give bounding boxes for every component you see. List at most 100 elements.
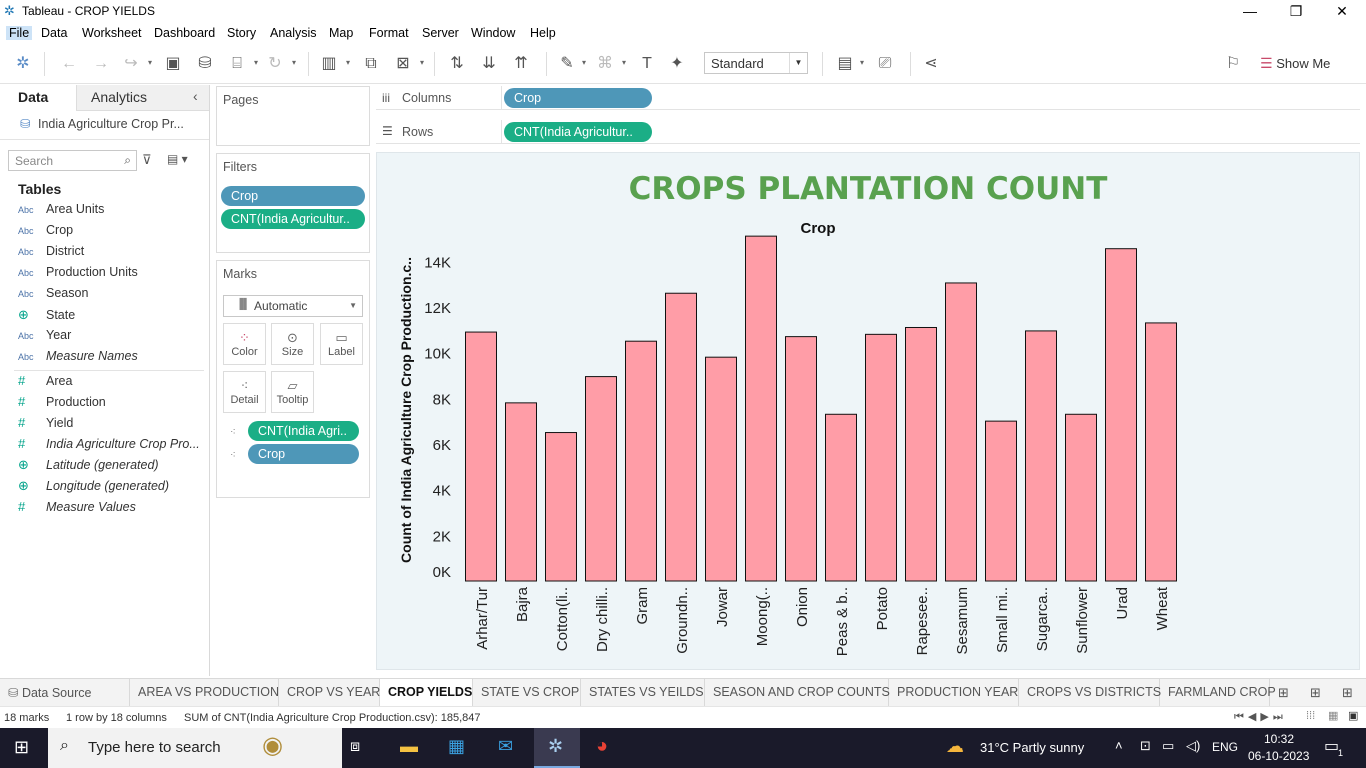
menu-map[interactable]: Map	[329, 26, 354, 40]
format-painter-icon[interactable]: ⚐	[1225, 55, 1241, 72]
show-me-button[interactable]: ☰ Show Me	[1260, 55, 1330, 72]
field-area-units[interactable]: Abc Area Units	[18, 202, 104, 222]
marks-tooltip-button[interactable]: ▱ Tooltip	[271, 371, 314, 413]
sheet-tab-area-vs-production[interactable]: AREA VS PRODUCTION	[130, 679, 279, 706]
field-district[interactable]: Abc District	[18, 244, 84, 264]
new-dashboard-tab-icon[interactable]: ⊞	[1310, 685, 1321, 700]
field-production-units[interactable]: Abc Production Units	[18, 265, 138, 285]
mark-type-select[interactable]: ▐▌ Automatic ▼	[223, 295, 363, 317]
duplicate-sheet-icon[interactable]: ⧉	[365, 55, 377, 72]
filmstrip-icon[interactable]: ▦	[1328, 710, 1339, 722]
field-measure-values[interactable]: # Measure Values	[18, 499, 136, 519]
group-members-icon[interactable]: ⌘	[597, 55, 613, 72]
filter-pill-count[interactable]: CNT(India Agricultur..	[221, 209, 365, 229]
sheet-tab-state-vs-crop[interactable]: STATE VS CROP	[473, 679, 581, 706]
chrome-icon[interactable]: ◕	[596, 735, 609, 757]
field-latitude-generated[interactable]: ⊕ Latitude (generated)	[18, 457, 159, 477]
tab-analytics[interactable]: Analytics ‹	[76, 85, 209, 111]
tabs-icon[interactable]: ▣	[1348, 710, 1359, 722]
notifications-icon[interactable]: ▭	[1324, 738, 1340, 755]
field-india-agriculture-crop-pro[interactable]: # India Agriculture Crop Pro...	[18, 436, 200, 456]
sheet-tab-crop-vs-year[interactable]: CROP VS YEAR	[279, 679, 380, 706]
file-explorer-icon[interactable]: ▬	[400, 736, 418, 756]
menu-worksheet[interactable]: Worksheet	[82, 26, 142, 40]
rows-shelf[interactable]: ☰ Rows CNT(India Agricultur..	[376, 120, 1360, 144]
sheet-navigation-icon[interactable]: ⏮◀▶⏭	[1234, 711, 1287, 723]
sheet-tab-production-year[interactable]: PRODUCTION YEAR	[889, 679, 1019, 706]
field-crop[interactable]: Abc Crop	[18, 223, 73, 243]
tab-data[interactable]: Data	[0, 85, 76, 111]
rows-pill-count[interactable]: CNT(India Agricultur..	[504, 122, 652, 142]
fix-axes-icon[interactable]: ✦	[670, 55, 684, 72]
sheet-sorter-icon[interactable]: ⁞⁞⁞	[1306, 710, 1316, 722]
replay-icon[interactable]: ↪	[124, 55, 138, 72]
show-hidden-icons-icon[interactable]: ˄	[1115, 738, 1123, 753]
clear-sheet-icon[interactable]: ⊠	[396, 55, 410, 72]
sheet-tab-crops-vs-districts[interactable]: CROPS VS DISTRICTS	[1019, 679, 1161, 706]
language-indicator[interactable]: ENG	[1212, 740, 1239, 754]
sort-descending-icon[interactable]: ⇈	[514, 55, 528, 72]
swap-rows-columns-icon[interactable]: ⇅	[450, 55, 464, 72]
menu-data[interactable]: Data	[41, 26, 68, 40]
undo-icon[interactable]: ←	[61, 55, 77, 72]
clock-time[interactable]: 10:32	[1264, 732, 1295, 746]
pages-shelf[interactable]: Pages	[216, 86, 370, 146]
new-worksheet-tab-icon[interactable]: ⊞	[1278, 685, 1289, 700]
tableau-home-icon[interactable]: ✲	[16, 55, 30, 72]
new-story-tab-icon[interactable]: ⊞	[1342, 685, 1353, 700]
mark-pill-crop[interactable]: Crop	[248, 444, 359, 464]
field-state[interactable]: ⊕ State	[18, 307, 75, 327]
menu-analysis[interactable]: Analysis	[270, 26, 317, 40]
microsoft-store-icon[interactable]: ▦	[448, 736, 466, 756]
field-measure-names[interactable]: Abc Measure Names	[18, 349, 138, 369]
show-cards-icon[interactable]: ▤	[837, 55, 853, 72]
fit-select[interactable]: Standard ▼	[704, 52, 808, 74]
field-longitude-generated[interactable]: ⊕ Longitude (generated)	[18, 478, 169, 498]
marks-size-button[interactable]: ⊙ Size	[271, 323, 314, 365]
clock-date[interactable]: 06-10-2023	[1248, 749, 1310, 763]
view-options-icon[interactable]: ▤ ▾	[167, 152, 188, 166]
new-worksheet-icon[interactable]: ▥	[321, 55, 337, 72]
pause-updates-icon[interactable]: ⌸	[232, 55, 242, 72]
taskbar-search-input[interactable]: ⌕ Type here to search ◉	[48, 728, 342, 768]
datasource-item[interactable]: ⛁ India Agriculture Crop Pr...	[20, 116, 184, 131]
menu-format[interactable]: Format	[369, 26, 409, 40]
menu-dashboard[interactable]: Dashboard	[154, 26, 216, 40]
sort-ascending-icon[interactable]: ⇊	[482, 55, 496, 72]
filter-icon[interactable]: ⊽	[142, 152, 152, 167]
marks-color-button[interactable]: ⁘ Color	[223, 323, 266, 365]
columns-pill-crop[interactable]: Crop	[504, 88, 652, 108]
windows-start-icon[interactable]: ⊞	[14, 737, 30, 757]
presentation-mode-icon[interactable]: ⎚	[878, 55, 892, 72]
viz-canvas[interactable]: CROPS PLANTATION COUNT Crop Count of India…	[376, 152, 1360, 670]
close-button[interactable]: ✕	[1336, 3, 1348, 19]
field-area[interactable]: # Area	[18, 373, 72, 393]
mail-icon[interactable]: ✉	[498, 736, 514, 756]
refresh-icon[interactable]: ↻	[268, 55, 282, 72]
mark-pill-count[interactable]: CNT(India Agri..	[248, 421, 359, 441]
field-yield[interactable]: # Yield	[18, 415, 73, 435]
tab-data-source[interactable]: ⛁ Data Source	[0, 679, 130, 706]
menu-file[interactable]: File	[6, 26, 33, 40]
meet-now-icon[interactable]: ⊡	[1140, 738, 1151, 753]
field-search-input[interactable]: Search ⌕	[8, 150, 137, 171]
task-view-icon[interactable]: ⧈	[350, 738, 361, 755]
columns-shelf[interactable]: iii Columns Crop	[376, 86, 1360, 110]
sheet-tab-states-vs-yeilds[interactable]: STATES VS YEILDS	[581, 679, 705, 706]
menu-server[interactable]: Server	[422, 26, 459, 40]
save-icon[interactable]: ▣	[165, 55, 181, 72]
field-season[interactable]: Abc Season	[18, 286, 88, 306]
weather-text[interactable]: 31°C Partly sunny	[980, 740, 1085, 755]
field-year[interactable]: Abc Year	[18, 328, 71, 348]
minimize-button[interactable]: —	[1243, 3, 1257, 19]
new-datasource-icon[interactable]: ⛁	[198, 55, 212, 72]
menu-help[interactable]: Help	[530, 26, 556, 40]
field-production[interactable]: # Production	[18, 394, 106, 414]
volume-icon[interactable]: ◁)	[1186, 738, 1201, 753]
show-mark-labels-icon[interactable]: T	[642, 55, 652, 72]
network-icon[interactable]: ▭	[1162, 738, 1175, 753]
collapse-pane-icon[interactable]: ‹	[193, 88, 198, 104]
marks-label-button[interactable]: ▭ Label	[320, 323, 363, 365]
filters-shelf[interactable]: Filters Crop CNT(India Agricultur..	[216, 153, 370, 253]
share-icon[interactable]: ⋖	[924, 55, 938, 72]
